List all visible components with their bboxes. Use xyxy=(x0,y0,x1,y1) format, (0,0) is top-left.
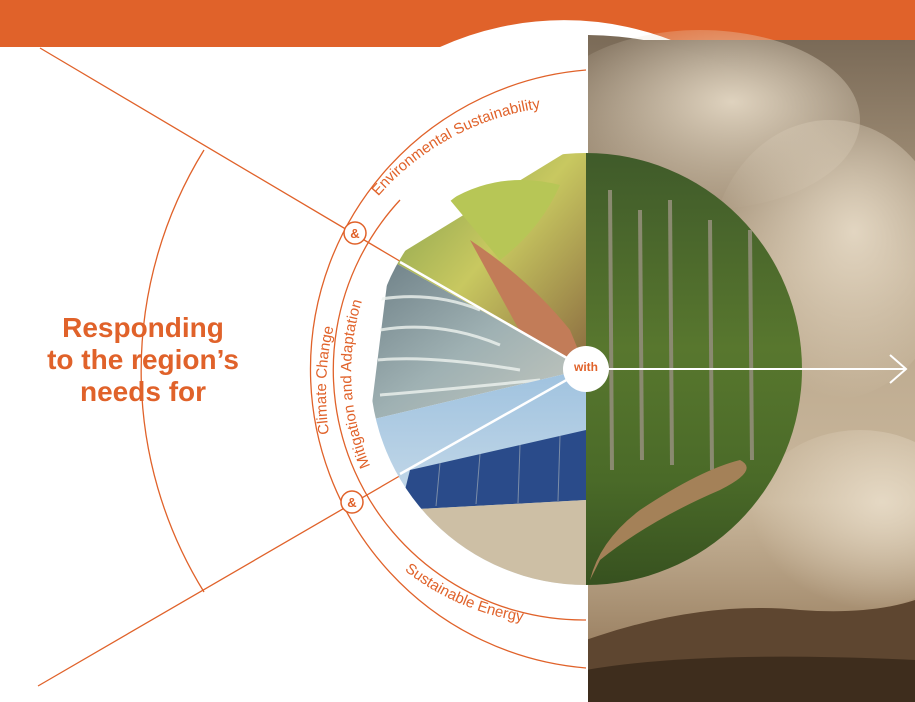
ampersand-text-bottom: & xyxy=(347,495,356,510)
ampersand-text-top: & xyxy=(350,226,359,241)
diagram-lines xyxy=(37,47,587,687)
headline-line-3: needs for xyxy=(79,376,207,407)
headline-line-2: to the region’s xyxy=(47,344,239,375)
headline-line-1: Responding xyxy=(62,312,224,343)
ampersand-connector-bottom: & xyxy=(340,490,364,514)
ocean-waves-shoreline-photo xyxy=(370,260,586,420)
label-mitigation-adaptation: Mitigation and Adaptation xyxy=(338,297,374,471)
center-disc xyxy=(563,346,609,392)
center-with-label: with xyxy=(574,360,598,374)
hands-holding-seedling-photo xyxy=(390,153,586,369)
top-orange-band xyxy=(0,0,915,47)
headline: Responding to the region’s needs for xyxy=(8,312,278,408)
ampersand-connector-top: & xyxy=(343,221,367,245)
arrow-right-icon xyxy=(586,354,908,384)
